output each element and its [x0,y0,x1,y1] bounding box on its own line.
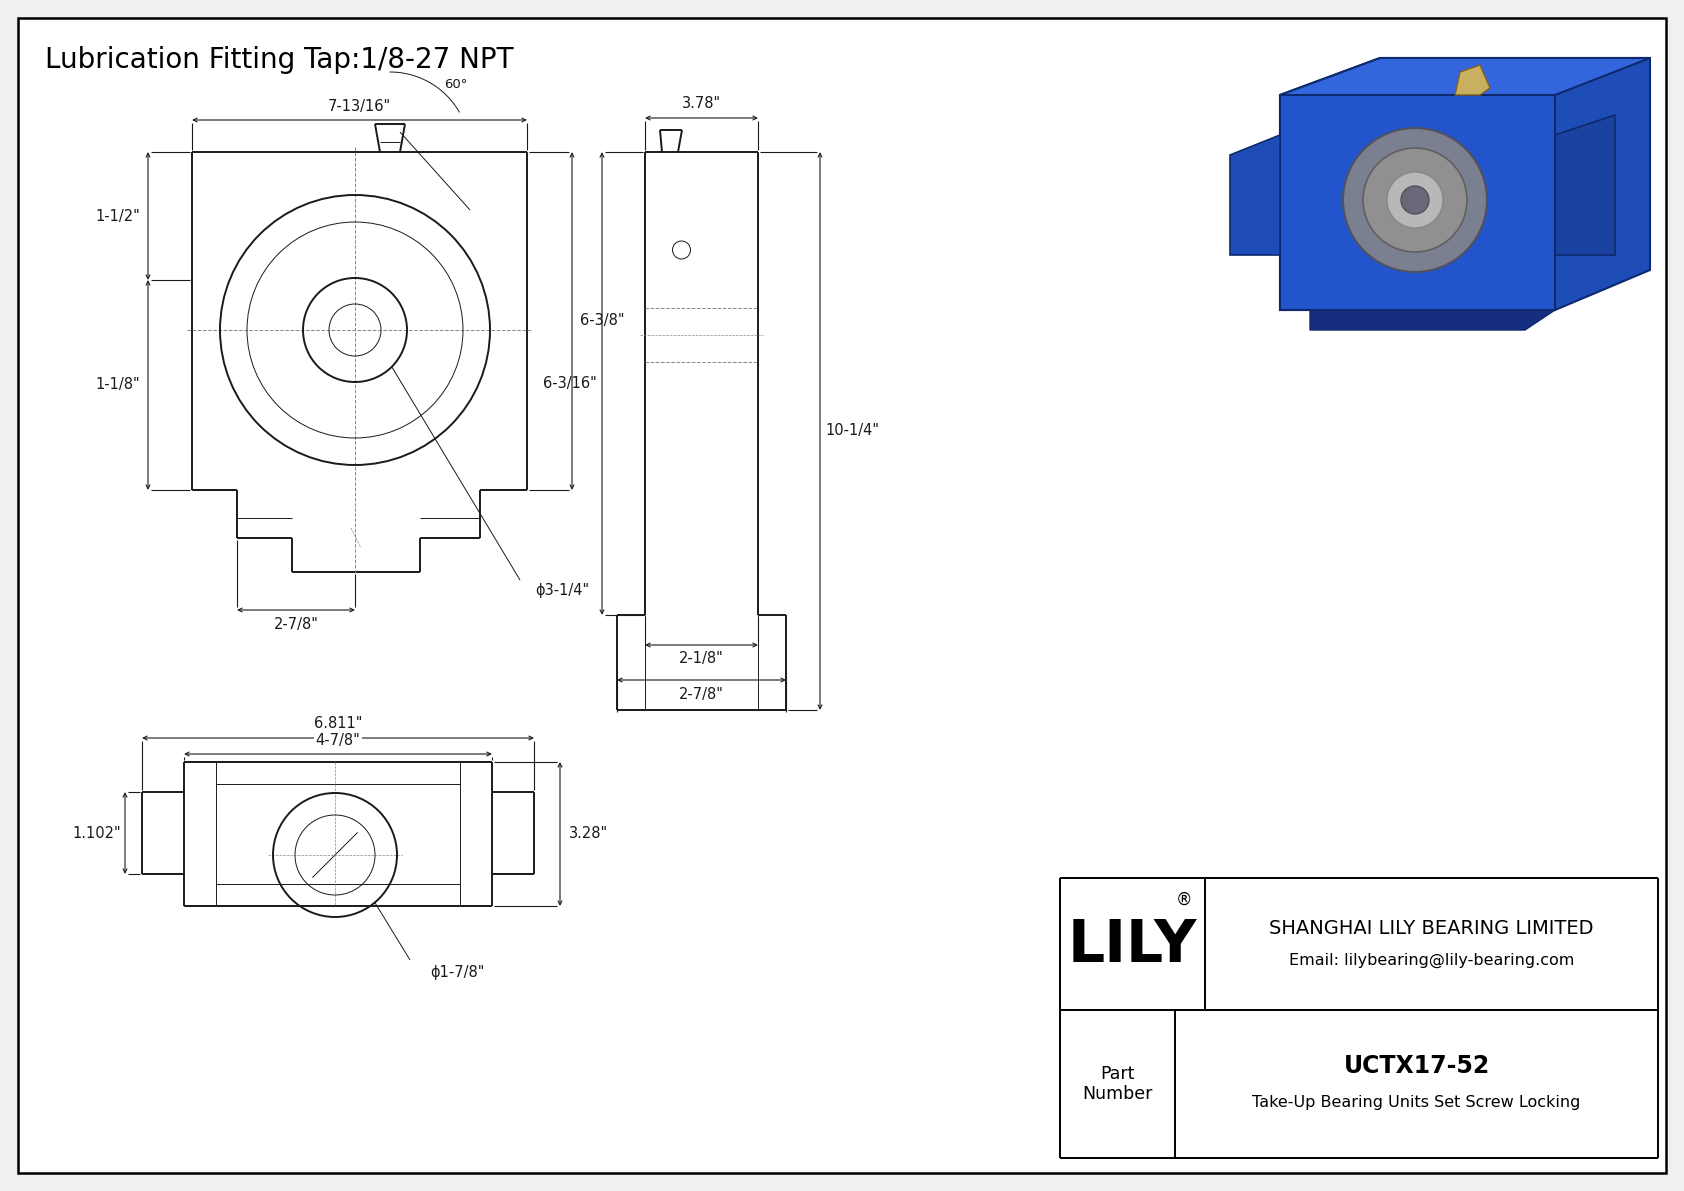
Circle shape [1401,186,1430,214]
Text: 6-3/8": 6-3/8" [579,313,625,329]
Text: 1-1/2": 1-1/2" [96,208,140,224]
Text: 1.102": 1.102" [72,825,121,841]
Text: Take-Up Bearing Units Set Screw Locking: Take-Up Bearing Units Set Screw Locking [1253,1095,1581,1110]
Polygon shape [1280,58,1650,95]
Polygon shape [1280,95,1554,310]
Polygon shape [1310,310,1554,330]
Text: 3.78": 3.78" [682,96,721,112]
Circle shape [1388,172,1443,227]
Circle shape [1344,127,1487,272]
Text: 10-1/4": 10-1/4" [825,424,879,438]
Text: ϕ1-7/8": ϕ1-7/8" [429,966,485,980]
Text: UCTX17-52: UCTX17-52 [1344,1054,1490,1078]
Text: Lubrication Fitting Tap:1/8-27 NPT: Lubrication Fitting Tap:1/8-27 NPT [45,46,514,74]
Text: ϕ3-1/4": ϕ3-1/4" [536,582,589,598]
Polygon shape [1554,116,1615,255]
Text: 7-13/16": 7-13/16" [328,99,391,113]
Polygon shape [1280,58,1650,310]
Polygon shape [1455,66,1490,95]
Text: 6.811": 6.811" [313,717,362,731]
Text: SHANGHAI LILY BEARING LIMITED: SHANGHAI LILY BEARING LIMITED [1270,918,1593,937]
Bar [1059,878,1659,1158]
Text: LILY: LILY [1068,917,1197,974]
Polygon shape [1229,135,1280,255]
Text: Email: lilybearing@lily-bearing.com: Email: lilybearing@lily-bearing.com [1288,953,1575,967]
Text: 60°: 60° [445,77,466,91]
Text: 2-7/8": 2-7/8" [679,686,724,701]
Text: 1-1/8": 1-1/8" [96,378,140,393]
Text: 6-3/16": 6-3/16" [544,376,596,391]
Circle shape [1362,148,1467,252]
Text: Part
Number: Part Number [1083,1065,1152,1103]
Text: 3.28": 3.28" [569,827,608,842]
Text: ®: ® [1175,891,1192,909]
Text: 2-7/8": 2-7/8" [273,617,318,631]
Text: 4-7/8": 4-7/8" [315,732,360,748]
Text: 2-1/8": 2-1/8" [679,651,724,667]
